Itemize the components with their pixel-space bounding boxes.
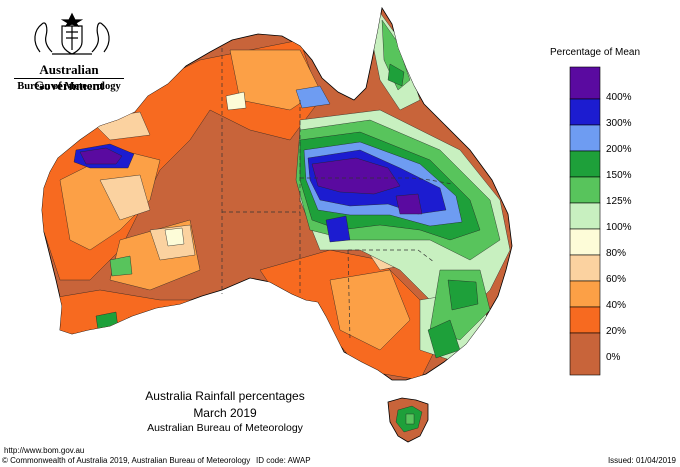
legend-label: 0% [606,352,621,363]
bureau-title: Bureau of Meteorology [17,81,121,92]
legend-label: 125% [606,196,632,207]
map-title: Australia Rainfall percentages [145,389,305,403]
state-borders [221,48,453,341]
legend-label: 20% [606,326,627,337]
government-title: Australian Government [33,62,105,93]
tasmania-shape [387,397,429,443]
legend-label: 60% [606,274,627,285]
legend-label: 300% [606,118,632,129]
issued-date-text: Issued: 01/04/2019 [607,456,676,465]
copyright-text: © Commonwealth of Australia 2019, Austra… [2,456,251,465]
legend-label: 150% [606,170,632,181]
website-link[interactable]: http://www.bom.gov.au [4,446,85,455]
legend-colorbar [569,66,601,376]
header-divider [14,78,124,79]
id-code-text: ID code: AWAP [256,456,311,465]
legend-label: 400% [606,92,632,103]
map-period: March 2019 [193,406,257,420]
footer-bar: © Commonwealth of Australia 2019, Austra… [0,456,680,467]
legend-label: 100% [606,222,632,233]
legend-label: 200% [606,144,632,155]
legend-title: Percentage of Mean [549,47,641,58]
legend-label: 40% [606,300,627,311]
map-source: Australian Bureau of Meteorology [147,422,303,434]
coat-of-arms-logo [34,12,110,55]
legend-label: 80% [606,248,627,259]
